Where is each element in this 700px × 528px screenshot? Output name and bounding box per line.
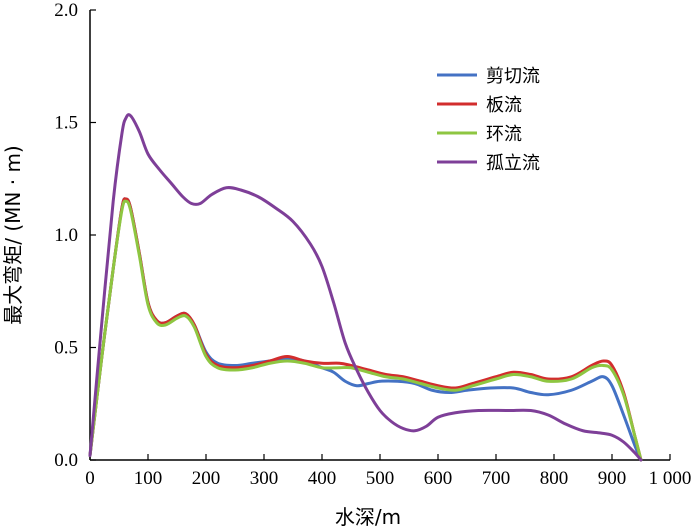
x-tick-label: 300 — [250, 468, 279, 489]
y-tick-label: 0.5 — [54, 338, 78, 359]
y-axis-title: 最大弯矩/ (MN · m) — [1, 145, 25, 324]
x-axis-title: 水深/m — [335, 505, 401, 528]
series-line-3 — [88, 199, 643, 462]
x-tick-label: 900 — [598, 468, 627, 489]
x-tick-label: 800 — [540, 468, 569, 489]
x-tick-label: 600 — [424, 468, 453, 489]
y-tick-label: 1.5 — [54, 113, 78, 134]
axes — [89, 9, 671, 461]
x-tick-label: 100 — [134, 468, 163, 489]
y-tick-label: 1.0 — [54, 225, 78, 246]
x-tick-label: 700 — [482, 468, 511, 489]
y-tick-label: 2.0 — [54, 0, 78, 21]
legend-label: 环流 — [486, 124, 522, 145]
y-tick-label: 0.0 — [54, 450, 78, 471]
tick-labels: 0 100 200 300 400 500 600 700 800 900 1 000 0.0 0.5 1… — [54, 0, 691, 489]
legend-label: 板流 — [486, 95, 522, 116]
series-lines — [88, 113, 643, 462]
x-tick-label: 200 — [192, 468, 221, 489]
legend-label: 孤立流 — [486, 153, 540, 174]
x-tick-label: 0 — [85, 468, 95, 489]
legend-label: 剪切流 — [486, 66, 540, 87]
x-tick-label: 400 — [308, 468, 337, 489]
x-tick-label: 1 000 — [649, 468, 692, 489]
x-tick-label: 500 — [366, 468, 395, 489]
series-line-4 — [88, 113, 643, 462]
